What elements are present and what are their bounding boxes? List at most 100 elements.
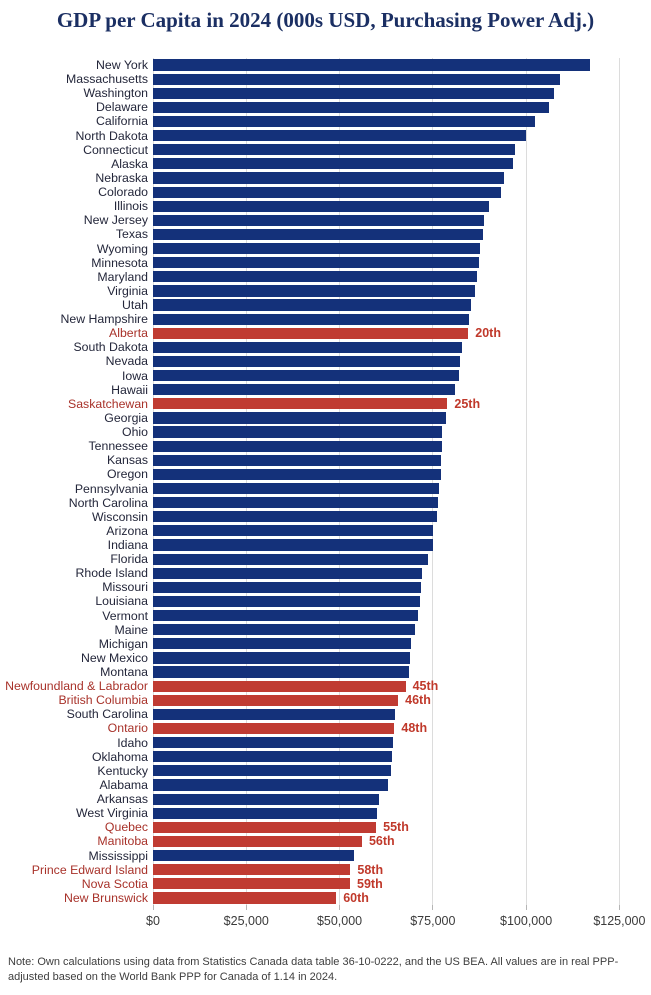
gridline [152,58,154,905]
row-label-kansas: Kansas [106,453,148,468]
footnote: Note: Own calculations using data from S… [8,956,619,984]
axis-tick-label: $0 [146,914,160,928]
row-label-massachusetts: Massachusetts [65,72,148,87]
row-label-quebec: Quebec [104,820,148,835]
bar-minnesota [153,257,480,269]
axis-tick-label: $125,000 [593,914,646,928]
axis-tick [618,905,620,910]
bar-mississippi [153,849,354,862]
bar-north-dakota [153,130,527,142]
gridline [432,58,434,905]
row-label-colorado: Colorado [98,185,148,200]
bar-saskatchewan [153,398,448,410]
bar-nevada [153,355,460,368]
bar-massachusetts [153,73,560,85]
row-label-nevada: Nevada [105,354,148,369]
row-label-oregon: Oregon [106,467,148,482]
row-label-michigan: Michigan [98,636,148,651]
bar-illinois [153,200,489,212]
row-label-nova-scotia: Nova Scotia [81,876,148,891]
bar-texas [153,228,483,241]
row-label-mississippi: Mississippi [88,848,148,863]
axis-tick-label: $25,000 [223,914,269,928]
axis-tick-label: $100,000 [500,914,553,928]
row-label-north-carolina: North Carolina [68,495,148,510]
bar-pennsylvania [153,482,439,495]
rank-label-manitoba: 56th [368,834,395,849]
row-label-illinois: Illinois [113,199,148,214]
row-label-washington: Washington [83,86,148,101]
row-label-tennessee: Tennessee [88,439,148,454]
bar-new-jersey [153,214,484,226]
bar-south-carolina [153,708,396,720]
bar-quebec [153,821,377,833]
bar-wyoming [153,242,481,255]
gridline [525,58,527,905]
bar-louisiana [153,595,420,608]
bar-rhode-island [153,567,422,579]
bar-british-columbia [153,694,399,706]
bar-south-dakota [153,341,462,353]
bar-virginia [153,285,475,297]
row-label-north-dakota: North Dakota [75,128,148,143]
gridline [339,58,341,905]
rank-label-newfoundland-labrador: 45th [412,679,439,694]
row-label-arizona: Arizona [106,523,148,538]
rank-label-saskatchewan: 25th [454,396,481,411]
bar-arkansas [153,793,380,805]
row-label-wisconsin: Wisconsin [91,509,148,524]
bar-hawaii [153,384,456,396]
row-label-georgia: Georgia [104,410,148,425]
rank-label-quebec: 55th [383,820,409,835]
bar-kentucky [153,765,392,777]
gridline [618,58,620,905]
bar-maryland [153,271,478,283]
row-label-prince-edward-island: Prince Edward Island [31,862,148,877]
bar-idaho [153,737,393,749]
row-label-iowa: Iowa [122,368,148,383]
row-label-saskatchewan: Saskatchewan [68,396,148,411]
bar-michigan [153,638,411,650]
row-label-pennsylvania: Pennsylvania [74,481,148,496]
bar-montana [153,666,410,678]
row-label-alberta: Alberta [109,326,148,341]
bar-delaware [153,101,549,113]
rank-label-ontario: 48th [401,721,428,736]
bar-indiana [153,539,433,551]
axis-tick-label: $50,000 [316,914,363,928]
row-label-hawaii: Hawaii [111,382,148,397]
row-label-indiana: Indiana [107,537,148,552]
axis-tick-label: $75,000 [410,914,456,928]
bar-florida [153,553,428,565]
row-label-wyoming: Wyoming [96,241,148,256]
bar-arizona [153,525,434,537]
row-label-manitoba: Manitoba [97,834,148,849]
y-axis-labels: New York Massachusetts Washington Delaware C… [0,58,148,905]
bar-washington [153,87,555,99]
bar-missouri [153,581,421,593]
row-label-ohio: Ohio [122,425,148,440]
row-label-ontario: Ontario [107,721,148,736]
row-label-arkansas: Arkansas [96,792,148,807]
chart-title: GDP per Capita in 2024 (000s USD, Purcha… [56,8,595,32]
bar-vermont [153,610,419,622]
bar-georgia [153,412,447,424]
bar-alabama [153,779,388,791]
row-label-alaska: Alaska [111,156,148,171]
row-label-rhode-island: Rhode Island [75,566,148,581]
bar-oklahoma [153,751,393,763]
bar-maine [153,624,416,636]
row-label-maine: Maine [114,622,149,637]
bar-chart-plot-area: $0 $25,000 $50,000 $75,000 $100,000 $125,000 2… [146,58,650,928]
bar-colorado [153,186,502,198]
bar-alberta [153,327,469,339]
row-label-newfoundland-labrador: Newfoundland & Labrador [5,679,148,694]
row-label-connecticut: Connecticut [83,142,148,157]
bar-new-brunswick [153,892,337,904]
bar-iowa [153,370,459,382]
row-label-west-virginia: West Virginia [76,806,148,821]
row-label-south-carolina: South Carolina [66,707,148,722]
bar-california [153,115,536,128]
bar-new-hampshire [153,313,470,325]
bar-nebraska [153,172,504,184]
